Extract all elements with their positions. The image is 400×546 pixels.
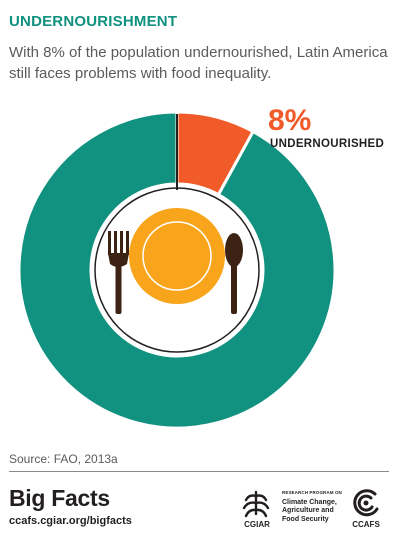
program-line: Climate Change, <box>282 498 337 506</box>
fork-icon <box>108 231 129 314</box>
plate-icon <box>129 208 225 304</box>
spoon-icon <box>225 233 243 314</box>
program-line: Agriculture and <box>282 507 334 514</box>
slice-category-label: UNDERNOURISHED <box>270 138 385 150</box>
program-line: Food Security <box>282 515 329 523</box>
cgiar-label: CGIAR <box>244 520 270 529</box>
page-title: UNDERNOURISHMENT <box>9 13 178 30</box>
ccafs-logo-icon <box>353 489 379 517</box>
footer-divider <box>9 471 389 472</box>
cgiar-logo-icon <box>242 490 270 518</box>
program-text: RESEARCH PROGRAM ON Climate Change, Agri… <box>282 489 352 524</box>
brand-title: Big Facts <box>9 485 110 511</box>
slice-value-label: 8% <box>268 104 312 137</box>
page-subtitle: With 8% of the population undernourished… <box>9 44 388 82</box>
program-pre: RESEARCH PROGRAM ON <box>282 490 342 495</box>
ccafs-label: CCAFS <box>352 520 380 529</box>
brand-url[interactable]: ccafs.cgiar.org/bigfacts <box>9 515 132 527</box>
source-note: Source: FAO, 2013a <box>9 452 118 466</box>
donut-chart <box>17 110 337 428</box>
